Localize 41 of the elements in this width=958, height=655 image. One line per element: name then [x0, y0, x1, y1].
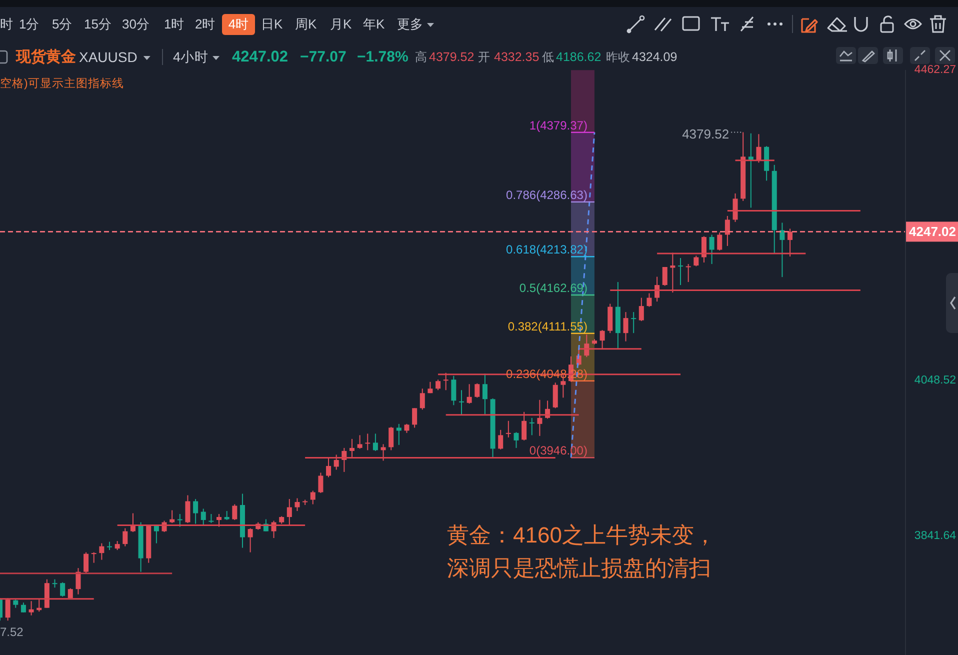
y-tick-label: 4462.27 — [914, 64, 956, 76]
text: 2时 — [195, 16, 216, 32]
text: 1时 — [164, 16, 184, 32]
annotation: 7.52 — [0, 625, 24, 639]
text: 4332.35 — [494, 50, 540, 64]
text: 更多 — [397, 16, 423, 32]
chart-subtitle: XAUUSD — [79, 49, 138, 65]
text: 5分 — [52, 16, 72, 32]
series-label: 0.5(4162.69) — [519, 281, 588, 296]
text: 周K — [295, 16, 317, 32]
text: 月K — [330, 16, 352, 32]
series-label: 0(3946.00) — [529, 444, 588, 458]
series-label: 1(4379.37) — [529, 118, 588, 132]
text: 4324.09 — [632, 50, 678, 64]
text: 15分 — [84, 16, 112, 32]
text: 时 — [0, 16, 13, 32]
text: −1.78% — [357, 48, 408, 66]
text: −77.07 — [300, 48, 346, 66]
text: 开 — [478, 50, 490, 64]
y-tick-label: 3841.64 — [914, 530, 957, 542]
series-label: 0.618(4213.82) — [506, 242, 588, 257]
text: 昨收 — [606, 50, 630, 64]
annotation: 4379.52 — [682, 126, 730, 142]
annotation: 深调只是恐慌止损盘的清扫 — [447, 556, 711, 580]
text: 30分 — [122, 16, 150, 32]
text: 年K — [363, 16, 385, 32]
text: 4247.02 — [232, 48, 288, 66]
series-label: 0.382(4111.55) — [508, 319, 588, 334]
chart-title: 现货黄金 — [15, 48, 76, 66]
text: 4186.62 — [556, 50, 602, 64]
text: 4379.52 — [429, 50, 474, 64]
y-tick-label: 4048.52 — [914, 374, 956, 387]
text: 日K — [261, 16, 283, 32]
text: 4时 — [228, 16, 249, 32]
series-label: 0.786(4286.63) — [506, 188, 588, 202]
text: 1分 — [19, 16, 40, 32]
text: 低 — [542, 50, 554, 64]
text: 高 — [415, 50, 427, 64]
text: 4小时 — [173, 50, 209, 64]
annotation: 空格)可显示主图指标线 — [0, 76, 124, 90]
annotation: 黄金：4160之上牛势未变， — [447, 522, 716, 548]
